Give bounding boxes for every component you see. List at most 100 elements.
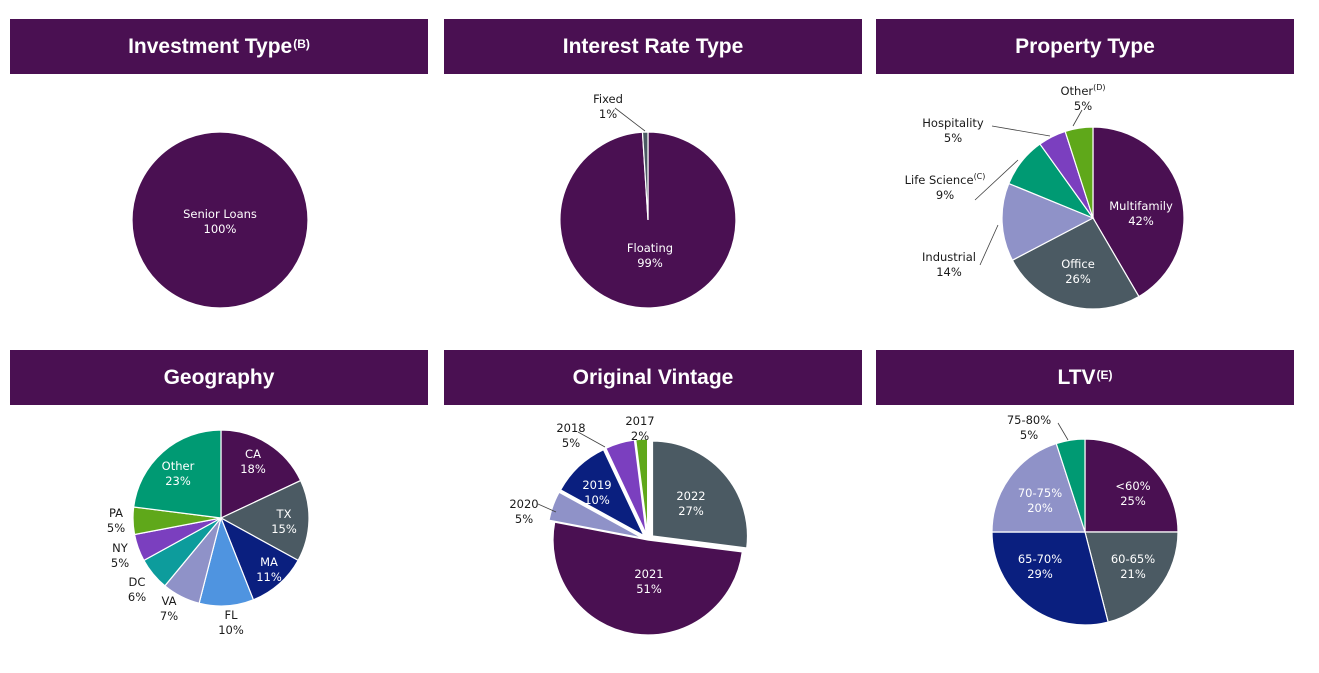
panel-title: Geography [163, 365, 275, 389]
slice-label-70-75: 70-75% 20% [1018, 486, 1062, 515]
slice-label-va: VA 7% [160, 594, 178, 623]
slice-value-label: 20% [1027, 501, 1053, 515]
pie-slice-other [133, 429, 222, 519]
slice-value-label: 18% [240, 462, 266, 476]
slice-value-label: 5% [944, 131, 962, 145]
slice-value-label: 21% [1120, 567, 1146, 581]
pie-slice-60 [1084, 438, 1179, 533]
slice-value-label: 15% [271, 522, 297, 536]
slice-label-fl: FL 10% [218, 608, 244, 637]
panel-title: Investment Type [128, 34, 293, 58]
pie-slice-multifamily [1092, 126, 1185, 298]
pie-chart-geography: CA 18% TX 15% MA 11% FL 10% VA 7% DC 6% NY 5% PA 5% Othe… [107, 429, 310, 637]
slice-value-label: 5% [107, 521, 125, 535]
slice-label-multifamily: Multifamily 42% [1109, 199, 1173, 228]
pie-slice-tx [219, 479, 310, 562]
slice-label-60-65: 60-65% 21% [1111, 552, 1155, 581]
pie-slice-2017 [635, 438, 649, 535]
slice-label-life-science: Life Science(C) 9% [905, 172, 986, 202]
leader-line [979, 224, 999, 266]
pie-slice-2020 [548, 491, 643, 539]
pie-slice-industrial [1001, 182, 1095, 261]
pie-slice-70-75 [991, 442, 1086, 533]
panel-header-interest-rate-type: Interest Rate Type [444, 19, 862, 74]
leader-line [991, 125, 1051, 137]
leader-line [1072, 109, 1083, 127]
pie-slice-office [1011, 217, 1140, 310]
panel-header-ltv: LTV (E) [876, 350, 1294, 405]
slice-value-label: 6% [128, 590, 146, 604]
pie-slice-65-70 [991, 531, 1109, 626]
slice-value-label: 51% [636, 582, 662, 596]
leader-line [974, 159, 1019, 201]
slice-value-label: 100% [204, 222, 237, 236]
panel-title: Property Type [1015, 34, 1155, 58]
slice-label-other: Other(D) 5% [1060, 83, 1105, 113]
slice-value-label: 25% [1120, 494, 1146, 508]
slice-label-60: <60% 25% [1115, 479, 1150, 508]
pie-slice-75-80 [1055, 438, 1086, 533]
slice-label-office: Office 26% [1061, 257, 1095, 286]
panel-header-property-type: Property Type [876, 19, 1294, 74]
slice-value-label: 5% [1020, 428, 1038, 442]
slice-value-label: 27% [678, 504, 704, 518]
slice-value-label: 29% [1027, 567, 1053, 581]
pie-slice-senior-loans [131, 131, 309, 309]
slice-value-label: 10% [218, 623, 244, 637]
slice-label-senior-loans: Senior Loans 100% [183, 207, 257, 236]
panel-header-original-vintage: Original Vintage [444, 350, 862, 405]
pie-slice-2021 [552, 521, 743, 636]
leader-line [577, 431, 606, 448]
panel-title: Original Vintage [572, 365, 734, 389]
leader-line [537, 503, 557, 513]
slice-value-label: 9% [936, 188, 954, 202]
slice-label-2018: 2018 5% [556, 421, 585, 450]
slice-value-label: 23% [165, 474, 191, 488]
slice-label-ca: CA 18% [240, 447, 266, 476]
slice-label-65-70: 65-70% 29% [1018, 552, 1062, 581]
slice-value-label: 99% [637, 256, 663, 270]
slice-label-other: Other 23% [162, 459, 195, 488]
pie-slice-2022 [651, 440, 749, 549]
slice-value-label: 42% [1128, 214, 1154, 228]
slice-value-label: 11% [256, 570, 282, 584]
panel-header-investment-type: Investment Type (B) [10, 19, 428, 74]
slice-label-ny: NY 5% [111, 541, 129, 570]
slice-label-fixed: Fixed 1% [593, 92, 623, 121]
panel-title-footnote: (E) [1096, 367, 1113, 382]
slice-label-tx: TX 15% [271, 507, 297, 536]
slice-value-label: 10% [584, 493, 610, 507]
slice-value-label: 5% [515, 512, 533, 526]
pie-slice-ca [220, 429, 302, 519]
slice-label-pa: PA 5% [107, 506, 125, 535]
slice-label-hospitality: Hospitality 5% [922, 116, 984, 145]
slice-label-2017: 2017 2% [625, 414, 654, 443]
slice-label-2020: 2020 5% [509, 497, 538, 526]
pie-chart-interest-rate-type: Floating 99% Fixed 1% [559, 92, 737, 309]
leader-line [1057, 422, 1069, 441]
panel-title: Interest Rate Type [562, 34, 744, 58]
slice-value-label: 1% [599, 107, 617, 121]
slice-value-label: 7% [160, 609, 178, 623]
slice-label-2021: 2021 51% [634, 567, 663, 596]
slice-value-label: 5% [1074, 99, 1092, 113]
pie-chart-investment-type-b: Senior Loans 100% [131, 131, 309, 309]
slice-label-2022: 2022 27% [676, 489, 705, 518]
slice-label-2019: 2019 10% [582, 478, 611, 507]
leader-line [614, 107, 646, 132]
slice-label-industrial: Industrial 14% [922, 250, 976, 279]
slice-value-label: 5% [111, 556, 129, 570]
pie-chart-property-type: Multifamily 42% Office 26% Industrial 14% Life… [905, 83, 1185, 310]
slice-label-dc: DC 6% [128, 575, 146, 604]
slice-value-label: 2% [631, 429, 649, 443]
slice-label-75-80: 75-80% 5% [1007, 413, 1051, 442]
panel-title: LTV [1057, 365, 1096, 389]
pie-chart-original-vintage: 2022 27% 2021 51% 2020 5% 2019 10% 2018 5% 2017 2% [509, 414, 749, 636]
slice-value-label: 26% [1065, 272, 1091, 286]
pie-slice-2018 [605, 439, 647, 535]
slice-value-label: 5% [562, 436, 580, 450]
pie-slice-other [1064, 126, 1094, 219]
pie-chart-ltv-e: <60% 25% 60-65% 21% 65-70% 29% 70-75% 20% 75-80%… [991, 413, 1179, 626]
pie-slice-60-65 [1084, 531, 1179, 623]
